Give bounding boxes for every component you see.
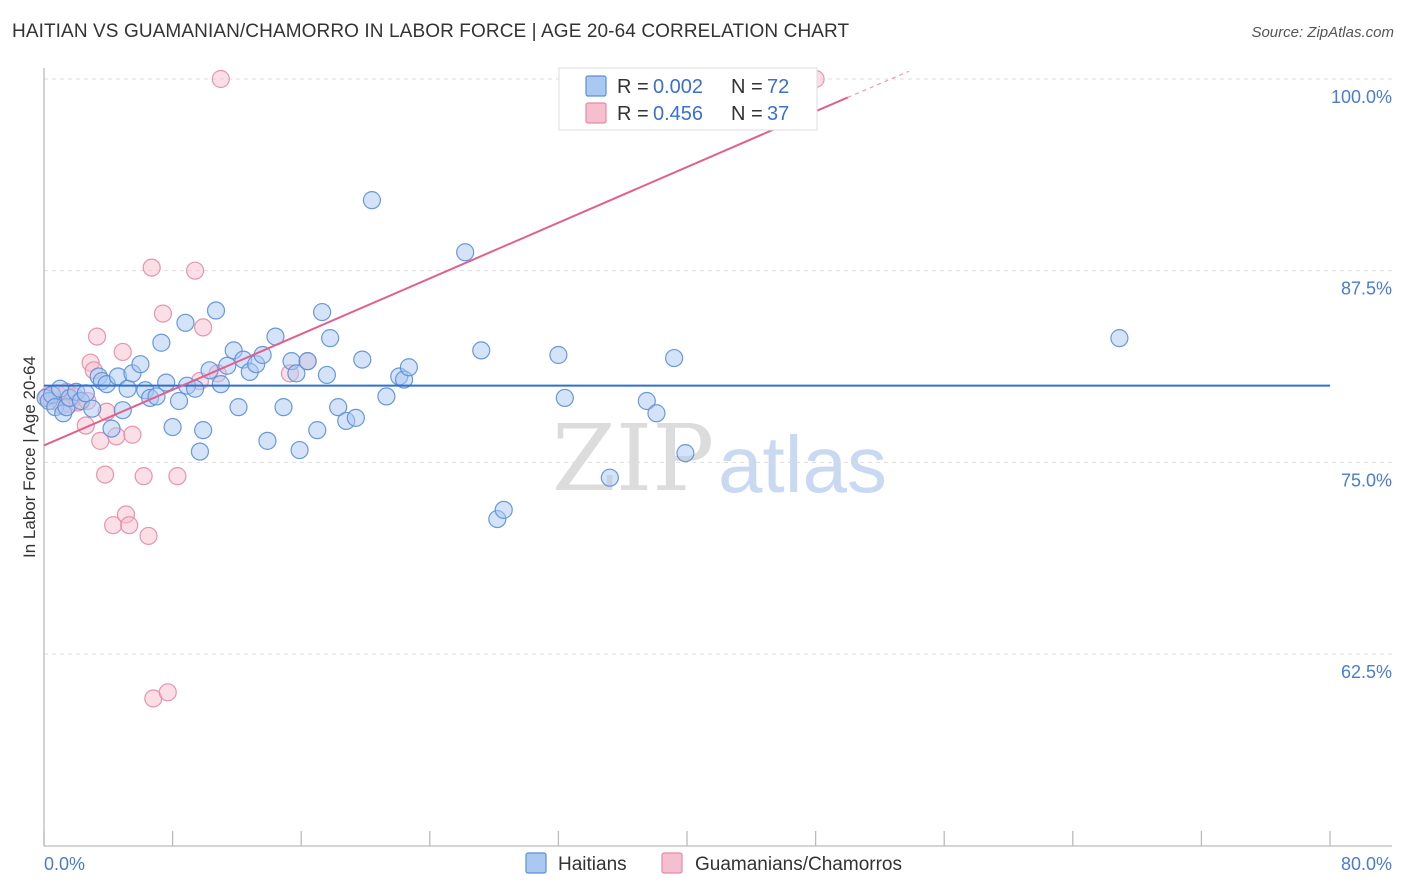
guamanian-point-21	[123, 425, 142, 444]
haitian-point-43	[258, 431, 277, 450]
haitian-point-38	[229, 398, 248, 417]
guamanian-point-24	[142, 258, 161, 277]
legend-swatch-haitians	[585, 75, 607, 97]
series-legend-label-guamanians: Guamanians/Chamorros	[695, 854, 902, 875]
guamanian-point-26	[153, 304, 173, 323]
guamanian-point-12	[87, 327, 107, 346]
guamanian-point-33	[211, 69, 230, 89]
series-legend-label-haitians: Haitians	[558, 854, 627, 875]
haitian-point-15	[102, 419, 121, 438]
trend-line-guamanians-extension	[847, 70, 910, 98]
haitian-point-67	[549, 345, 568, 365]
haitian-point-72	[665, 348, 684, 368]
haitian-point-74	[1110, 329, 1129, 348]
haitian-point-27	[169, 391, 189, 411]
haitian-point-56	[346, 408, 365, 427]
correlation-legend: R = 0.002 N = 72 R = 0.456 N = 37	[558, 67, 818, 131]
haitian-point-58	[362, 191, 382, 210]
trend-line-guamanians	[43, 96, 849, 447]
haitian-point-34	[206, 301, 226, 320]
haitian-point-53	[321, 329, 340, 348]
legend-r-label-guamanians: R =	[617, 103, 649, 125]
x-axis-ticks	[43, 831, 1331, 846]
x-tick-label-max: 80.0%	[1341, 854, 1392, 874]
haitian-point-31	[190, 442, 210, 461]
legend-n-value-haitians: 72	[767, 76, 789, 98]
haitian-point-63	[456, 243, 475, 262]
haitian-point-25	[157, 373, 176, 392]
haitian-point-64	[472, 341, 491, 360]
haitian-point-17	[113, 401, 132, 420]
guamanian-point-20	[120, 516, 139, 535]
haitian-point-10	[76, 384, 95, 403]
haitian-point-66	[494, 500, 513, 519]
haitian-point-49	[298, 352, 317, 371]
guamanian-point-27	[158, 683, 177, 702]
haitian-point-52	[317, 365, 337, 385]
y-tick-label-3: 100.0%	[1331, 87, 1392, 107]
haitian-point-71	[647, 404, 666, 423]
haitian-point-29	[176, 313, 195, 332]
legend-n-label-haitians: N =	[731, 76, 763, 98]
legend-swatch-guamanians	[585, 102, 607, 124]
y-tick-label-2: 87.5%	[1341, 279, 1392, 299]
guamanian-point-31	[194, 318, 213, 337]
guamanian-point-18	[113, 342, 132, 362]
guamanian-point-14	[95, 465, 115, 484]
haitian-point-32	[194, 421, 213, 440]
haitian-point-47	[287, 364, 306, 383]
trend-lines	[43, 70, 1330, 447]
haitian-point-26	[163, 417, 182, 437]
haitian-point-69	[600, 468, 619, 487]
haitian-point-35	[211, 375, 230, 394]
chart-title: HAITIAN VS GUAMANIAN/CHAMORRO IN LABOR F…	[12, 21, 850, 42]
guamanian-point-22	[134, 467, 153, 486]
legend-r-value-guamanians: 0.456	[653, 103, 703, 125]
haitian-point-48	[290, 440, 309, 460]
haitian-point-59	[377, 387, 396, 406]
guamanian-point-29	[186, 261, 205, 280]
haitian-point-54	[329, 398, 348, 417]
haitian-point-50	[308, 421, 327, 440]
legend-n-label-guamanians: N =	[731, 103, 763, 125]
haitian-point-11	[83, 399, 102, 418]
series-legend: Haitians Guamanians/Chamorros	[525, 852, 902, 875]
haitian-point-73	[676, 444, 695, 463]
haitian-point-20	[131, 355, 150, 374]
haitian-point-51	[312, 302, 332, 322]
haitian-point-62	[399, 358, 419, 377]
haitian-point-45	[274, 398, 293, 417]
y-tick-label-0: 62.5%	[1341, 662, 1392, 682]
source-credit: Source: ZipAtlas.com	[1251, 24, 1394, 41]
haitian-point-18	[118, 379, 137, 398]
haitian-point-57	[353, 350, 372, 369]
series-legend-swatch-haitians	[525, 852, 547, 874]
series-haitians-points	[36, 191, 1129, 529]
y-axis-label: In Labor Force | Age 20-64	[20, 356, 39, 558]
legend-n-value-guamanians: 37	[767, 103, 789, 125]
legend-r-value-haitians: 0.002	[653, 76, 703, 98]
guamanian-point-23	[139, 526, 158, 546]
haitian-point-24	[152, 333, 171, 352]
series-legend-swatch-guamanians	[661, 852, 683, 874]
guamanian-point-28	[168, 467, 187, 486]
y-tick-label-1: 75.0%	[1341, 470, 1392, 490]
haitian-point-68	[555, 388, 574, 408]
watermark-atlas: atlas	[718, 420, 887, 509]
x-tick-label-min: 0.0%	[44, 854, 85, 874]
legend-r-label-haitians: R =	[617, 76, 649, 98]
haitian-point-70	[637, 391, 656, 411]
